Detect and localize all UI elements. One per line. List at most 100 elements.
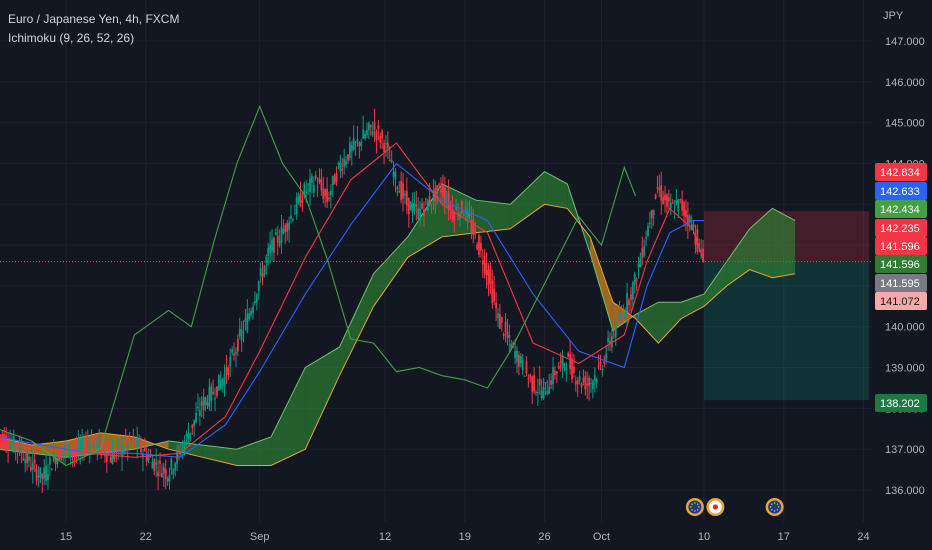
candle-body xyxy=(599,361,602,365)
candle-body xyxy=(457,215,460,217)
candle-body xyxy=(523,375,526,377)
time-tick-label: 17 xyxy=(778,531,790,543)
candle-body xyxy=(157,471,159,476)
candle-body xyxy=(563,364,566,366)
candle-body xyxy=(132,436,135,438)
candle-body xyxy=(250,310,253,316)
candle-body xyxy=(134,438,137,446)
eu-flag-icon-1[interactable] xyxy=(685,498,704,516)
candle-body xyxy=(255,294,258,302)
candle-body xyxy=(284,225,287,233)
eu-flag-star xyxy=(698,506,700,508)
candle-body xyxy=(466,209,469,219)
time-tick-label: 10 xyxy=(698,531,710,543)
candle-body xyxy=(641,248,644,258)
candle-body xyxy=(679,199,682,201)
candle-body xyxy=(504,321,507,333)
time-tick-label: 24 xyxy=(857,531,869,543)
candle-body xyxy=(350,145,353,152)
eu-flag-icon-2[interactable] xyxy=(765,498,784,516)
candle-body xyxy=(474,228,477,233)
candle-body xyxy=(597,365,600,367)
price-tag xyxy=(875,394,927,412)
candle-body xyxy=(373,122,376,130)
price-tag-label: 141.072 xyxy=(880,296,920,308)
candle-body xyxy=(168,474,171,482)
candle-body xyxy=(626,293,628,313)
candle-body xyxy=(136,437,139,446)
time-axis[interactable]: 15 22 Sep 12 19 26 Oct 10 17 24 xyxy=(60,531,870,543)
candle-body xyxy=(35,468,38,481)
candle-body xyxy=(555,371,558,374)
candle-body xyxy=(210,385,213,401)
candle-body xyxy=(497,312,499,319)
candle-body xyxy=(198,410,201,417)
eu-flag-star xyxy=(690,506,692,508)
candle-body xyxy=(85,442,87,446)
candle-body xyxy=(603,360,606,364)
candle-body xyxy=(16,449,19,451)
price-tag-label: 141.596 xyxy=(880,241,920,253)
candle-body xyxy=(605,353,608,360)
candle-body xyxy=(47,473,49,480)
japan-flag-icon[interactable] xyxy=(706,498,725,516)
candle-body xyxy=(12,436,15,450)
candle-body xyxy=(702,248,704,262)
candle-body xyxy=(29,467,32,471)
candle-body xyxy=(500,317,503,323)
candle-body xyxy=(415,204,418,207)
symbol-title[interactable]: Euro / Japanese Yen, 4h, FXCM xyxy=(8,12,180,26)
cloud-segment xyxy=(658,302,682,344)
candle-body xyxy=(514,351,516,358)
candle-body xyxy=(654,194,657,199)
price-tag-label: 141.596 xyxy=(880,259,920,271)
candle-body xyxy=(487,269,490,286)
candle-body xyxy=(37,475,40,477)
candle-body xyxy=(538,378,541,385)
candle-body xyxy=(647,225,649,237)
candle-body xyxy=(309,178,311,193)
candle-body xyxy=(489,269,492,284)
price-tag xyxy=(875,219,927,237)
price-tick-label: 137.000 xyxy=(885,444,925,456)
candle-body xyxy=(491,280,494,303)
cloud-segment xyxy=(236,436,272,466)
price-tag xyxy=(875,182,927,200)
candle-body xyxy=(155,462,158,465)
candle-body xyxy=(559,361,562,363)
candle-body xyxy=(423,209,425,216)
candle-body xyxy=(113,455,116,459)
indicator-title[interactable]: Ichimoku (9, 26, 52, 26) xyxy=(8,31,135,45)
candle-body xyxy=(31,462,34,470)
candle-body xyxy=(360,141,363,147)
candle-body xyxy=(292,219,294,221)
candle-body xyxy=(595,379,598,383)
time-tick-label: 12 xyxy=(379,531,391,543)
candle-body xyxy=(428,196,431,205)
candle-body xyxy=(356,138,359,142)
candle-body xyxy=(212,391,215,394)
eu-flag-star xyxy=(691,503,693,505)
cloud-segment xyxy=(612,302,636,331)
candle-body xyxy=(662,196,665,204)
candle-body xyxy=(94,434,97,444)
candle-body xyxy=(0,435,2,437)
candle-body xyxy=(98,437,101,448)
candle-body xyxy=(172,470,175,475)
candle-body xyxy=(671,202,674,204)
candle-body xyxy=(692,224,695,228)
candle-body xyxy=(685,210,687,218)
candle-body xyxy=(303,184,306,197)
candle-body xyxy=(252,306,254,313)
candle-body xyxy=(339,162,342,172)
candle-body xyxy=(183,441,186,453)
lagging-span xyxy=(0,104,637,467)
price-tick-label: 146.000 xyxy=(885,77,925,89)
candle-body xyxy=(147,456,150,461)
price-tag xyxy=(875,274,927,292)
cloud-segment xyxy=(726,228,750,286)
candle-body xyxy=(438,184,441,186)
candle-body xyxy=(128,436,131,442)
candle-body xyxy=(607,337,610,343)
